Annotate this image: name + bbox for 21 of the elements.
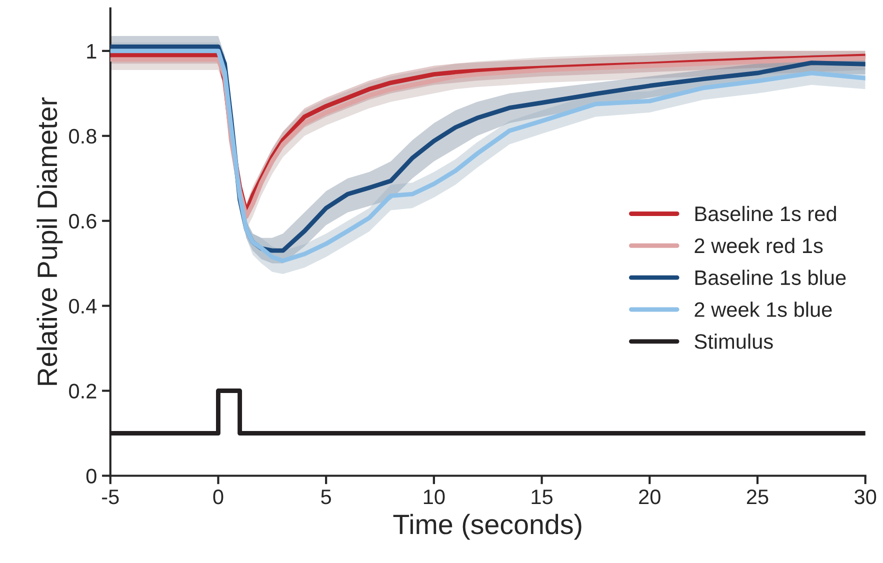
- x-tick-label: 30: [854, 489, 876, 504]
- x-tick-label: 10: [424, 489, 445, 504]
- x-tick-label: 5: [321, 490, 331, 504]
- x-tick-label: 20: [639, 489, 660, 504]
- y-tick-label: 0.8: [69, 128, 96, 144]
- y-axis-title: Relative Pupil Diameter: [36, 97, 63, 385]
- legend-label: 2 week red 1s: [694, 238, 823, 254]
- y-tick-label: 1: [87, 44, 96, 58]
- y-tick-label: 0: [86, 468, 96, 484]
- legend-label: 2 week 1s blue: [694, 302, 832, 317]
- x-tick-label: 0: [213, 489, 224, 504]
- y-tick-label: 0.4: [69, 298, 97, 314]
- x-axis-title: Time (seconds): [393, 514, 582, 540]
- legend-label: Baseline 1s blue: [695, 270, 846, 286]
- x-tick-label: 15: [532, 490, 552, 504]
- legend-label: Baseline 1s red: [695, 206, 836, 222]
- x-tick-label: 25: [746, 489, 768, 504]
- legend-label: Stimulus: [694, 334, 773, 349]
- y-tick-label: 0.6: [69, 214, 96, 229]
- x-tick-label: -5: [102, 490, 119, 504]
- y-tick-label: 0.2: [69, 384, 96, 399]
